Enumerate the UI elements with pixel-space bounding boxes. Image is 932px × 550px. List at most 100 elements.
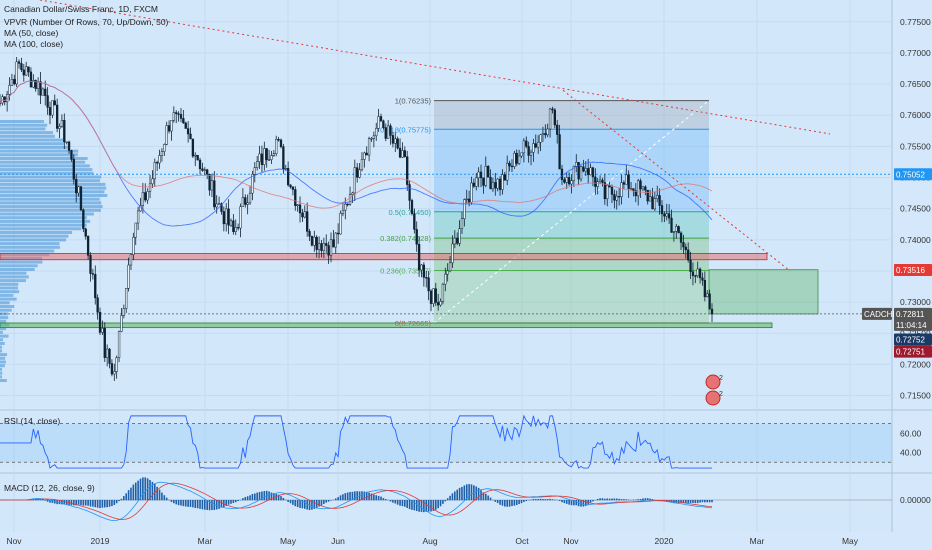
vp-bar bbox=[0, 271, 27, 275]
candle-body bbox=[34, 80, 37, 89]
candle-body bbox=[108, 348, 111, 364]
vpvr-legend[interactable]: VPVR (Number Of Rows, 70, Up/Down, 50) bbox=[4, 17, 169, 27]
macd-histogram-bar bbox=[477, 487, 480, 501]
macd-histogram-bar bbox=[537, 498, 539, 501]
rsi-legend[interactable]: RSI (14, close) bbox=[4, 416, 61, 426]
candle-body bbox=[229, 220, 233, 226]
ma100-legend[interactable]: MA (100, close) bbox=[4, 39, 64, 49]
candle-body bbox=[379, 116, 383, 122]
time-axis[interactable]: Nov 2019 Mar May Jun Aug Oct Nov 2020 Mar May bbox=[6, 536, 858, 546]
annotations[interactable]: 22 bbox=[0, 0, 892, 406]
macd-histogram-bar bbox=[108, 500, 111, 507]
macd-histogram-bar bbox=[396, 500, 399, 505]
macd-histogram-bar bbox=[203, 500, 206, 510]
vp-bar bbox=[0, 120, 45, 123]
candle-body bbox=[186, 128, 190, 135]
macd-histogram-bar bbox=[484, 493, 487, 501]
candle-body bbox=[286, 168, 290, 186]
candle-body bbox=[129, 254, 133, 266]
macd-histogram-bar bbox=[501, 500, 504, 506]
ma50-legend[interactable]: MA (50, close) bbox=[4, 28, 59, 38]
price-tag-label: 0.75052 bbox=[896, 170, 925, 179]
vp-bar bbox=[0, 149, 79, 153]
vp-bar bbox=[0, 293, 14, 297]
macd-histogram-bar bbox=[242, 498, 244, 501]
candle-body bbox=[565, 177, 568, 183]
candle-body bbox=[584, 168, 587, 172]
candle-body bbox=[572, 166, 576, 181]
macd-histogram-bar bbox=[575, 500, 578, 506]
candle-body bbox=[136, 210, 140, 224]
macd-histogram-bar bbox=[199, 500, 201, 509]
macd-histogram-bar bbox=[558, 500, 561, 501]
candle-body bbox=[29, 71, 33, 88]
macd-histogram-bar bbox=[163, 495, 166, 501]
candle-body bbox=[160, 151, 164, 156]
macd-histogram-bar bbox=[534, 499, 537, 501]
macd-histogram-bar bbox=[392, 500, 394, 503]
candle-body bbox=[596, 181, 599, 187]
macd-histogram-bar bbox=[215, 500, 218, 510]
macd-histogram-bar bbox=[351, 491, 354, 501]
macd-histogram-bar bbox=[508, 500, 511, 507]
candle-body bbox=[491, 182, 495, 190]
macd-histogram-bar bbox=[437, 500, 439, 509]
candle-body bbox=[117, 331, 121, 358]
price-tag-bg bbox=[894, 168, 932, 181]
macd-legend[interactable]: MACD (12, 26, close, 9) bbox=[4, 483, 95, 493]
vp-bar bbox=[0, 216, 88, 220]
candle-body bbox=[701, 277, 704, 281]
vp-bar bbox=[0, 308, 12, 312]
macd-histogram-bar bbox=[225, 500, 228, 506]
macd-histogram-bar bbox=[568, 500, 570, 505]
candle-body bbox=[629, 188, 633, 190]
macd-histogram-bar bbox=[270, 492, 273, 501]
macd-histogram-bar bbox=[682, 500, 685, 503]
candle-body bbox=[406, 156, 409, 185]
macd-histogram-bar bbox=[308, 500, 311, 511]
macd-histogram-bar bbox=[570, 500, 573, 506]
macd-histogram-bar bbox=[413, 500, 416, 511]
candle-body bbox=[248, 192, 252, 204]
macd-histogram-bar bbox=[430, 500, 432, 512]
candle-body bbox=[317, 243, 321, 250]
macd-histogram-bar bbox=[132, 484, 135, 501]
candle-body bbox=[432, 288, 435, 304]
vp-bar bbox=[0, 260, 43, 264]
candle-body bbox=[10, 79, 14, 86]
macd-histogram-bar bbox=[563, 500, 566, 504]
macd-histogram-bar bbox=[356, 491, 358, 501]
macd-histogram-bar bbox=[320, 500, 323, 506]
candle-body bbox=[320, 243, 323, 251]
macd-histogram-bar bbox=[89, 500, 92, 507]
macd-histogram-bar bbox=[165, 497, 168, 501]
candle-body bbox=[86, 236, 90, 256]
chart-title: Canadian Dollar/Swiss Franc, 1D, FXCM bbox=[4, 4, 158, 14]
candle-body bbox=[194, 154, 197, 157]
candle-body bbox=[36, 81, 40, 89]
price-tag-bg bbox=[894, 263, 932, 276]
candle-body bbox=[487, 166, 490, 178]
candle-body bbox=[51, 100, 54, 116]
macd-histogram-bar bbox=[149, 479, 151, 501]
vp-bar bbox=[0, 279, 27, 283]
candle-body bbox=[703, 280, 707, 297]
macd-histogram-bar bbox=[161, 492, 163, 501]
rsi-band bbox=[0, 423, 892, 463]
macd-histogram-bar bbox=[370, 493, 373, 501]
macd-histogram-bar bbox=[601, 498, 604, 501]
candle-body bbox=[458, 228, 461, 244]
price-axis[interactable]: 0.77500 0.77000 0.76500 0.76000 0.75500 0.750… bbox=[862, 17, 932, 505]
candle-body bbox=[413, 213, 416, 230]
macd-histogram-bar bbox=[173, 500, 175, 504]
macd-histogram-bar bbox=[87, 500, 89, 506]
macd-histogram-bar bbox=[634, 499, 637, 501]
candle-body bbox=[646, 189, 649, 202]
macd-histogram-bar bbox=[551, 499, 554, 501]
macd-histogram-bar bbox=[275, 493, 278, 501]
candle-body bbox=[598, 179, 602, 182]
fib-zone bbox=[434, 129, 709, 212]
candle-body bbox=[594, 176, 597, 187]
candle-body bbox=[563, 179, 566, 183]
